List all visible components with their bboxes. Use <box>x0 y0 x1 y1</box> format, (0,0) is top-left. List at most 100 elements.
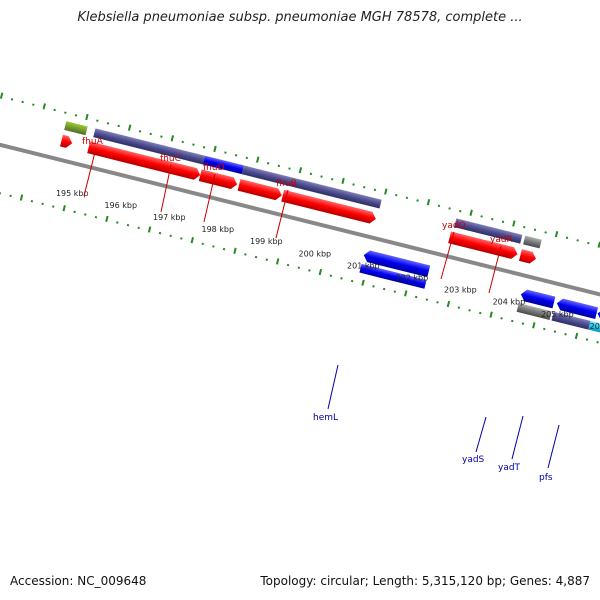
cds-fhuC-arrow[interactable] <box>198 169 239 190</box>
gene-label-yadR[interactable]: yadR <box>490 235 513 245</box>
scale-label: 195 kbp <box>56 189 89 198</box>
feature-hemL-blue[interactable] <box>359 263 427 289</box>
reverse-tick <box>222 247 226 251</box>
forward-tick <box>170 135 175 142</box>
feature-yadT-purple[interactable] <box>551 311 591 330</box>
feature-yadR-gray[interactable] <box>523 235 542 249</box>
forward-tick <box>320 175 323 178</box>
reverse-tick <box>436 301 439 304</box>
gene-label-yadS[interactable]: yadS <box>462 455 485 465</box>
feature-fhuC-blue[interactable] <box>202 155 244 175</box>
gene-label-fhuC[interactable]: fhuC <box>160 154 181 164</box>
forward-tick <box>21 100 24 104</box>
forward-tick <box>117 124 120 128</box>
forward-tick <box>597 241 600 248</box>
forward-tick <box>554 230 559 238</box>
gene-label-fhuA[interactable]: fhuA <box>82 137 104 147</box>
cds-fhuA-arrow[interactable] <box>87 141 201 181</box>
forward-tick <box>64 111 67 114</box>
feature-olive-left[interactable] <box>64 121 88 136</box>
forward-tick-track <box>0 92 600 248</box>
forward-tick <box>53 108 56 112</box>
cds-left-arrow[interactable] <box>60 134 74 149</box>
cds-yadT-arrow[interactable] <box>555 297 599 319</box>
feature-fhuD-purple[interactable] <box>241 165 382 209</box>
reverse-tick <box>521 322 525 325</box>
forward-tick <box>341 177 345 185</box>
scale-label: 202 kbp <box>396 274 429 283</box>
forward-tick <box>405 196 409 200</box>
forward-tick <box>74 114 78 117</box>
reverse-tick <box>9 194 12 198</box>
forward-tick <box>10 98 14 101</box>
forward-tick <box>576 239 579 242</box>
genome-backbone <box>0 135 600 314</box>
reverse-tick <box>308 269 311 272</box>
reverse-tick <box>446 300 451 308</box>
forward-tick <box>523 225 526 229</box>
label-leaders-reverse <box>327 364 560 469</box>
reverse-tick <box>585 338 589 341</box>
reverse-tick <box>340 277 343 280</box>
forward-tick <box>213 145 217 153</box>
cds-yadS-arrow[interactable] <box>519 288 556 309</box>
forward-tick <box>96 119 99 122</box>
reverse-tick <box>393 290 397 293</box>
scale-label: 206 kbp <box>590 322 600 331</box>
cds-fhuD-arrow[interactable] <box>237 179 284 201</box>
reverse-tick <box>414 295 418 299</box>
forward-tick <box>373 188 377 192</box>
topology-text: Topology: circular; Length: 5,315,120 bp… <box>260 574 590 588</box>
reverse-tick <box>574 332 579 340</box>
reverse-tick <box>30 200 34 203</box>
feature-fhuA-purple[interactable] <box>93 128 206 165</box>
scale-label: 196 kbp <box>104 201 137 210</box>
gene-label-yadQ[interactable]: yadQ <box>442 221 466 231</box>
forward-tick <box>42 103 46 110</box>
reverse-tick <box>180 237 183 240</box>
forward-tick <box>192 143 195 146</box>
forward-tick <box>298 167 303 174</box>
feature-yadS-gray[interactable] <box>516 303 552 320</box>
cds-yadQ-arrow[interactable] <box>448 231 519 261</box>
cds-fhuB-arrow[interactable] <box>281 189 377 225</box>
reverse-tick <box>158 231 162 235</box>
forward-tick <box>352 183 355 186</box>
cds-yadR-arrow[interactable] <box>518 249 537 265</box>
feature-pfs-cyan[interactable] <box>588 320 600 339</box>
forward-tick <box>384 188 388 195</box>
forward-tick <box>85 113 89 121</box>
forward-tick <box>362 185 366 189</box>
forward-tick <box>181 140 184 144</box>
forward-tick <box>234 154 238 157</box>
cds-hemL-arrow[interactable] <box>362 249 431 278</box>
forward-tick <box>437 204 441 208</box>
gene-label-fhuB[interactable]: fhuB <box>276 179 297 189</box>
forward-tick <box>587 241 590 245</box>
reverse-tick <box>553 330 557 333</box>
forward-tick <box>0 92 4 99</box>
forward-tick <box>565 236 569 239</box>
reverse-tick <box>500 317 503 320</box>
forward-tick <box>544 231 547 234</box>
gene-label-hemL[interactable]: hemL <box>313 413 338 423</box>
feature-yadQ-purple[interactable] <box>454 218 523 244</box>
gene-label-yadT[interactable]: yadT <box>498 463 521 473</box>
gene-label-pfs[interactable]: pfs <box>539 473 553 483</box>
reverse-tick <box>543 327 546 331</box>
reverse-tick <box>41 202 44 206</box>
forward-tick <box>202 146 206 149</box>
reverse-tick <box>404 290 408 297</box>
accession-text: Accession: NC_009648 <box>10 574 147 588</box>
reverse-tick <box>190 237 194 244</box>
forward-tick <box>277 164 281 168</box>
map-title: Klebsiella pneumoniae subsp. pneumoniae … <box>77 10 523 25</box>
forward-tick <box>32 103 35 106</box>
reverse-tick <box>201 242 204 246</box>
forward-tick <box>256 156 260 163</box>
reverse-tick <box>169 234 172 238</box>
reverse-tick <box>19 194 24 201</box>
gene-label-fhuD[interactable]: fhuD <box>203 163 225 173</box>
scale-label: 205 kbp <box>541 310 574 319</box>
